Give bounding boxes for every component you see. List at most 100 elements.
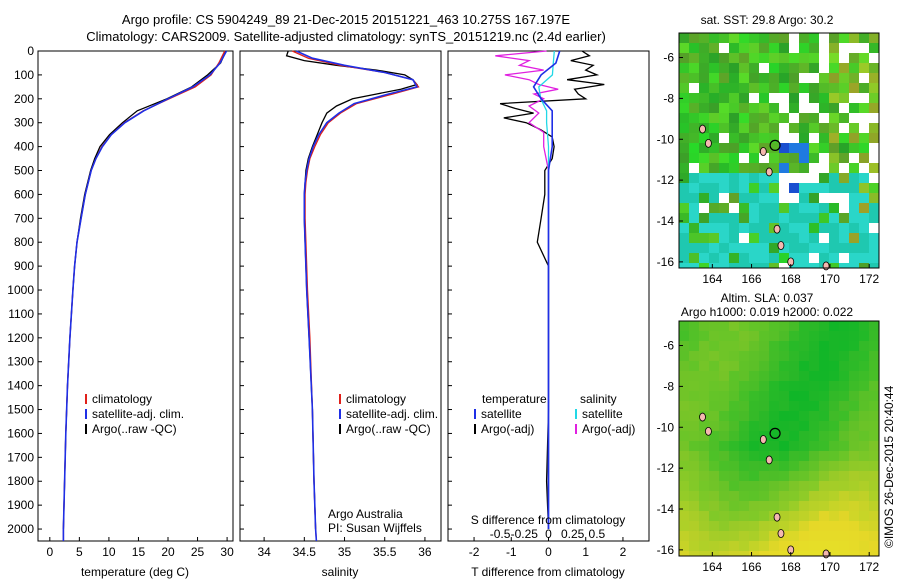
map-cell [689, 511, 699, 521]
map-cell [859, 381, 869, 391]
map-cell [839, 511, 849, 521]
map-cell [859, 183, 869, 193]
map-cell [819, 461, 829, 471]
map-cell [769, 521, 779, 531]
map-cell [709, 173, 719, 183]
map-cell [769, 123, 779, 133]
map-cell [859, 361, 869, 371]
map-cell [869, 531, 879, 541]
map-cell [739, 73, 749, 83]
map-cell [729, 321, 739, 331]
s-tick-label: -0.25 [511, 527, 539, 541]
map-cell [809, 73, 819, 83]
map-cell [709, 481, 719, 491]
map-cell [749, 43, 759, 53]
map-cell [799, 371, 809, 381]
map-cell [679, 163, 689, 173]
y-tick-label: 1100 [8, 307, 34, 321]
map-cell [779, 73, 789, 83]
map-cell [739, 321, 749, 331]
map-cell [719, 441, 729, 451]
map-cell [839, 43, 849, 53]
map-cell [789, 511, 799, 521]
map-cell [839, 351, 849, 361]
map-cell [699, 53, 709, 63]
map-cell [769, 173, 779, 183]
x-tick-label: 5 [76, 545, 83, 559]
map-cell [849, 143, 859, 153]
map-cell [769, 143, 779, 153]
map-cell [829, 223, 839, 233]
map-cell [679, 123, 689, 133]
map-cell [729, 381, 739, 391]
sst-map: 164 166 168 170 172 -6 -8 -10 -12 -14 -16 [657, 32, 880, 286]
map-cell [799, 103, 809, 113]
legend-label: Argo(..raw -QC) [346, 422, 431, 436]
map-cell [859, 233, 869, 243]
map-cell [829, 213, 839, 223]
map-cell [749, 491, 759, 501]
map-cell [829, 193, 839, 203]
map-cell [689, 531, 699, 541]
map-cell [789, 243, 799, 253]
map-cell [779, 331, 789, 341]
map-cell [739, 331, 749, 341]
map-cell [869, 331, 879, 341]
map-cell [799, 33, 809, 43]
map-cell [729, 351, 739, 361]
map-cell [849, 421, 859, 431]
map-cell [729, 521, 739, 531]
map-cell [819, 341, 829, 351]
map-cell [849, 243, 859, 253]
map-cell [819, 183, 829, 193]
map-cell [869, 133, 879, 143]
map-cell [769, 481, 779, 491]
map-cell [719, 371, 729, 381]
map-cell [679, 103, 689, 113]
map-cell [689, 223, 699, 233]
map-cell [839, 541, 849, 551]
map-cell [819, 421, 829, 431]
map-cell [859, 431, 869, 441]
map-cell [789, 83, 799, 93]
map-cell [799, 243, 809, 253]
map-cell [699, 541, 709, 551]
map-cell [679, 73, 689, 83]
map-cell [749, 541, 759, 551]
map-cell [769, 193, 779, 203]
map-cell [859, 521, 869, 531]
map-cell [699, 133, 709, 143]
map-cell [689, 491, 699, 501]
map-cell [849, 153, 859, 163]
map-cell [819, 203, 829, 213]
map-cell [839, 53, 849, 63]
map-cell [699, 173, 709, 183]
island-shape [705, 138, 712, 148]
map-cell [749, 33, 759, 43]
map-cell [709, 551, 719, 556]
map-cell [689, 321, 699, 331]
map-cell [869, 243, 879, 253]
map-cell [709, 451, 719, 461]
temperature-xlabel: temperature (deg C) [81, 565, 189, 579]
map-cell [799, 73, 809, 83]
difference-xlabel-top: S difference from climatology [471, 513, 626, 527]
series-line-argo-raw-qc- [62, 50, 227, 530]
legend-title-temperature: temperature [482, 392, 547, 406]
map-cell [799, 93, 809, 103]
map-cell [809, 351, 819, 361]
map-cell [769, 63, 779, 73]
map-cell [699, 83, 709, 93]
map-cell [719, 203, 729, 213]
map-cell [769, 501, 779, 511]
map-cell [699, 551, 709, 556]
map-cell [869, 33, 879, 43]
island-shape [765, 455, 773, 465]
map-cell [809, 203, 819, 213]
map-cell [679, 361, 689, 371]
map-cell [819, 193, 829, 203]
map-cell [769, 551, 779, 556]
map-cell [809, 103, 819, 113]
legend-label: climatology [92, 392, 152, 406]
map-cell [749, 501, 759, 511]
